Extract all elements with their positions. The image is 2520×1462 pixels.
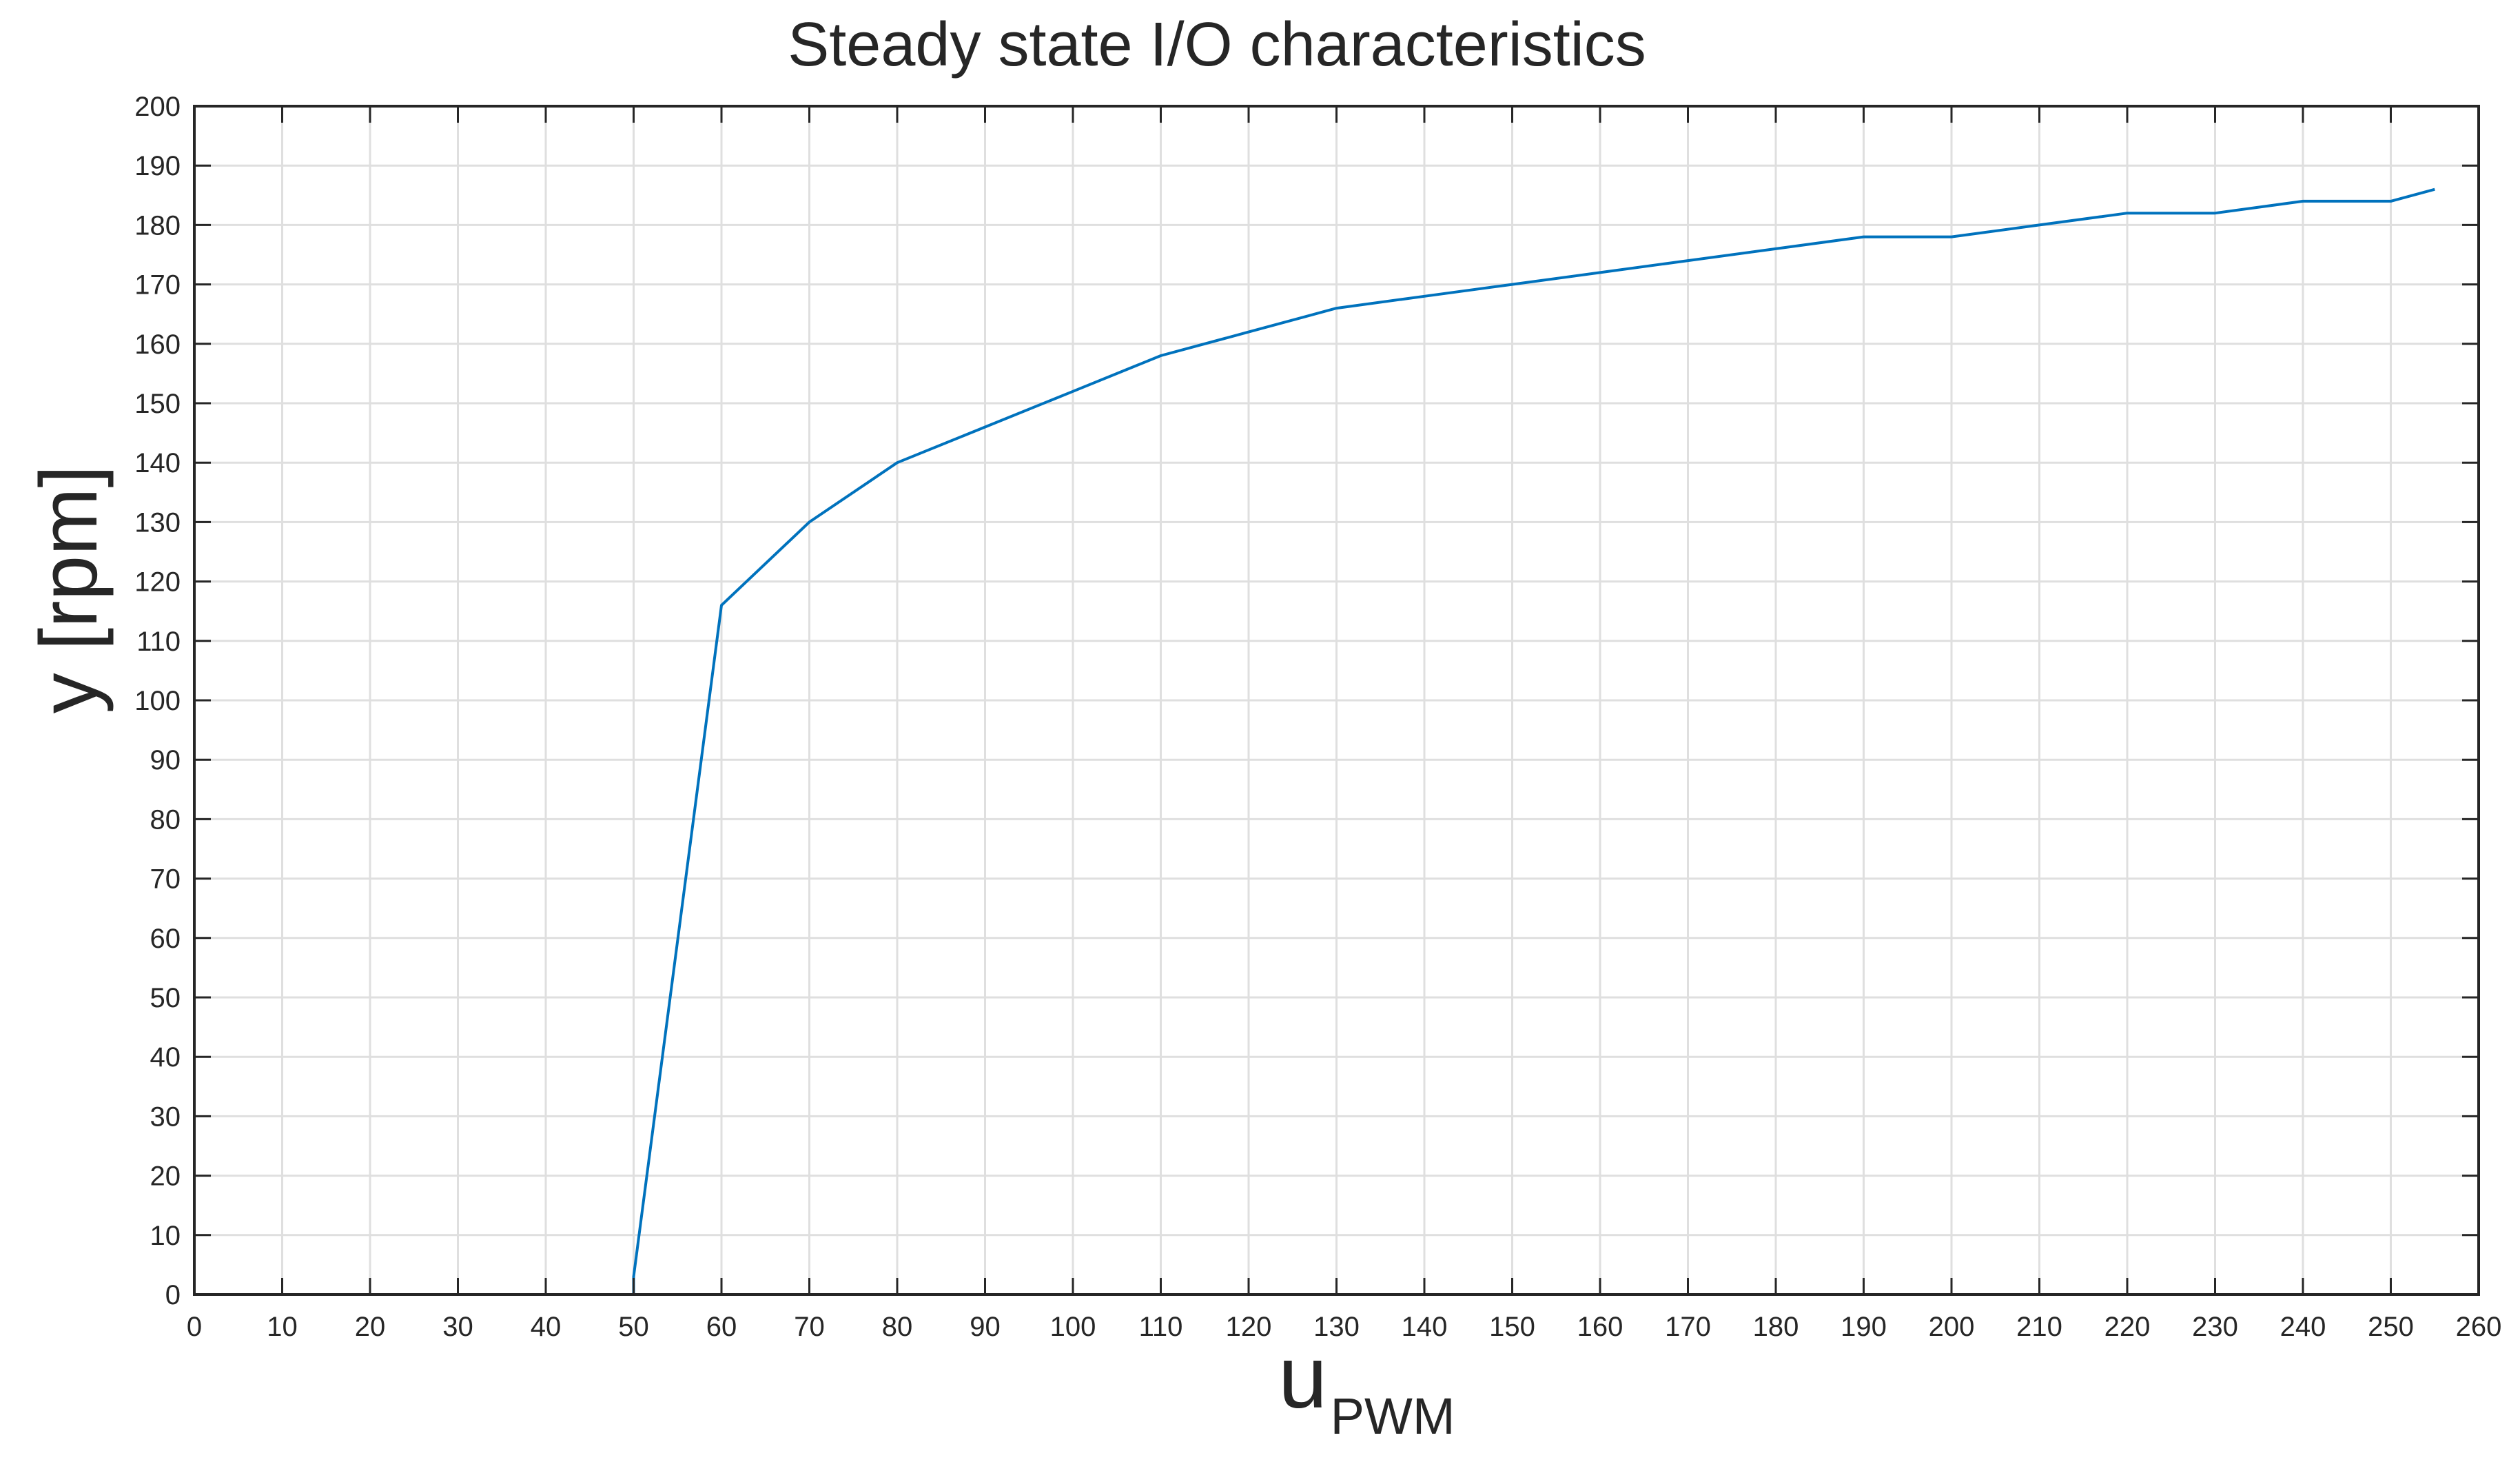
x-tick-label: 100	[1050, 1312, 1096, 1342]
x-tick-label: 20	[355, 1312, 386, 1342]
x-tick-label: 160	[1577, 1312, 1623, 1342]
x-tick-label: 210	[2016, 1312, 2062, 1342]
x-tick-label: 170	[1665, 1312, 1711, 1342]
x-tick-label: 0	[187, 1312, 202, 1342]
y-tick-labels: 0 10 20 30 40 50 60 70 80 90 100 110 120 130 140 150 160…	[134, 92, 181, 1310]
tick-marks	[193, 105, 2480, 1296]
y-tick-label: 120	[134, 567, 181, 598]
y-tick-label: 60	[150, 924, 181, 954]
x-tick-label: 10	[267, 1312, 298, 1342]
x-tick-label: 140	[1402, 1312, 1448, 1342]
x-axis-label-subscript: PWM	[1331, 1388, 1455, 1445]
y-tick-label: 90	[150, 745, 181, 775]
y-tick-label: 110	[136, 627, 181, 657]
y-tick-label: 40	[150, 1042, 181, 1073]
x-tick-label: 180	[1753, 1312, 1799, 1342]
y-tick-label: 0	[165, 1280, 181, 1310]
x-tick-label: 120	[1226, 1312, 1272, 1342]
y-tick-label: 200	[134, 92, 181, 122]
x-tick-label: 70	[794, 1312, 825, 1342]
x-tick-label: 260	[2456, 1312, 2502, 1342]
y-tick-label: 150	[134, 389, 181, 419]
x-tick-label: 240	[2280, 1312, 2326, 1342]
x-tick-labels: 0 10 20 30 40 50 60 70 80 90 100 110 120 130 140 150 160…	[187, 1312, 2502, 1342]
y-tick-label: 190	[134, 151, 181, 181]
y-tick-label: 20	[150, 1161, 181, 1192]
y-axis-label: y [rpm]	[23, 465, 114, 714]
y-tick-label: 80	[150, 804, 181, 835]
x-tick-label: 60	[706, 1312, 737, 1342]
y-tick-label: 180	[134, 210, 181, 241]
x-tick-label: 30	[442, 1312, 473, 1342]
y-tick-label: 160	[134, 329, 181, 360]
y-tick-label: 30	[150, 1101, 181, 1132]
x-tick-label: 90	[970, 1312, 1001, 1342]
x-tick-label: 230	[2192, 1312, 2238, 1342]
x-tick-label: 50	[618, 1312, 649, 1342]
y-tick-label: 70	[150, 864, 181, 895]
x-tick-label: 80	[882, 1312, 913, 1342]
x-tick-label: 190	[1841, 1312, 1887, 1342]
series-layer	[194, 187, 2435, 1296]
y-tick-label: 130	[134, 507, 181, 538]
y-tick-label: 140	[134, 448, 181, 478]
y-tick-label: 50	[150, 983, 181, 1013]
x-tick-label: 220	[2104, 1312, 2151, 1342]
chart-title: Steady state I/O characteristics	[788, 10, 1646, 79]
y-tick-label: 100	[134, 686, 181, 716]
grid-lines	[193, 105, 2480, 1296]
x-axis-label: u PWM	[1278, 1328, 1455, 1445]
x-tick-label: 200	[1929, 1312, 1975, 1342]
x-axis-label-main: u	[1278, 1328, 1327, 1427]
x-tick-label: 150	[1489, 1312, 1535, 1342]
x-tick-label: 250	[2368, 1312, 2414, 1342]
x-tick-label: 110	[1139, 1312, 1183, 1342]
series-line-0	[194, 187, 2435, 1296]
x-tick-label: 40	[531, 1312, 562, 1342]
x-tick-label: 130	[1313, 1312, 1360, 1342]
y-tick-label: 10	[150, 1221, 181, 1251]
y-tick-label: 170	[134, 270, 181, 301]
